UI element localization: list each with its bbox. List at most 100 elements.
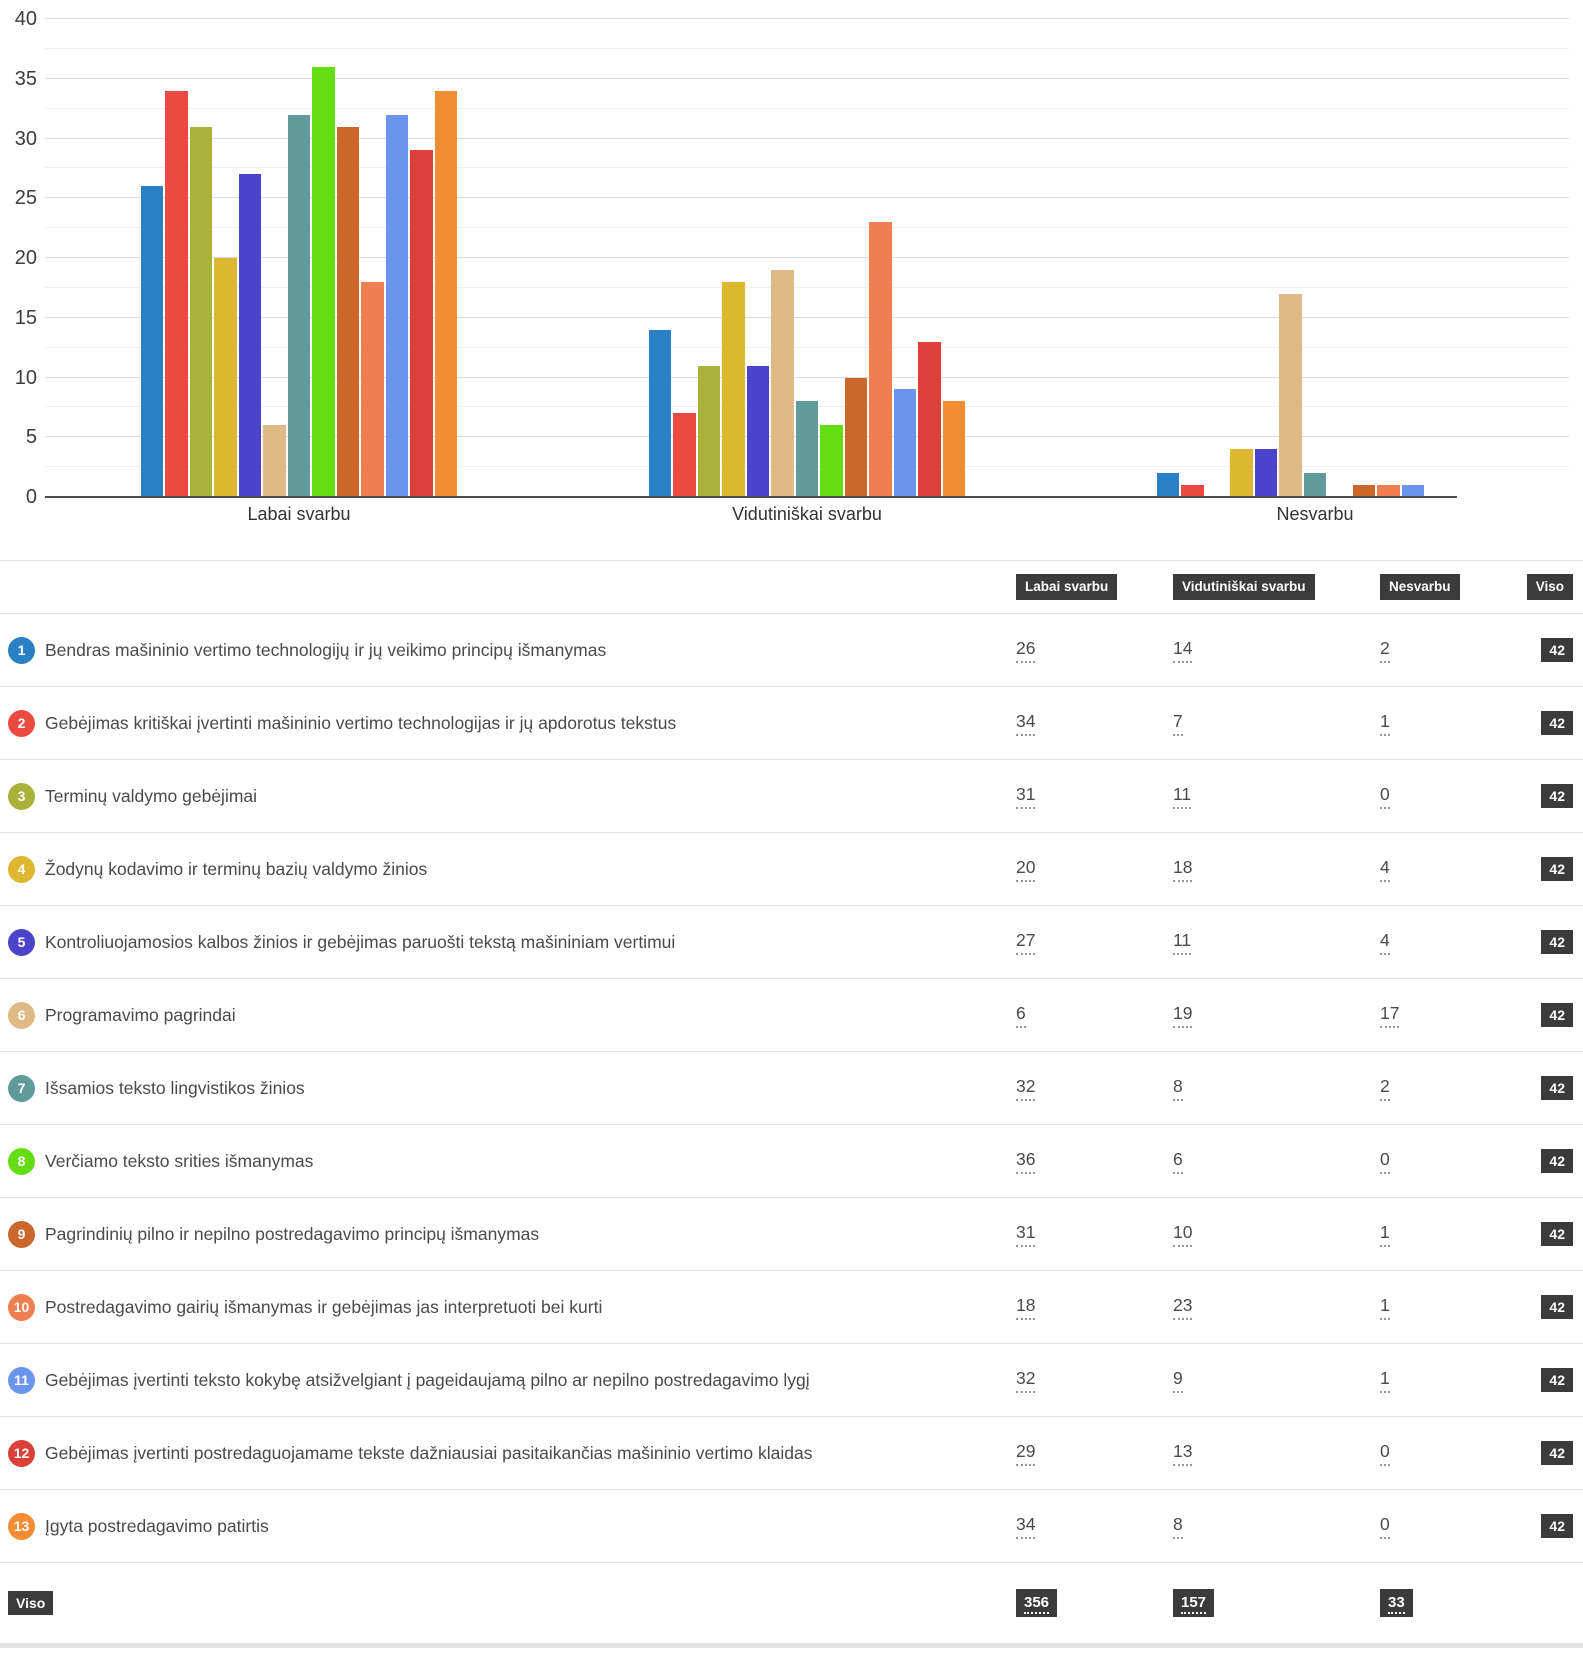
bar-series1-cat3[interactable] — [1157, 473, 1180, 497]
bar-slot — [238, 19, 262, 497]
value-link[interactable]: 31 — [1016, 1222, 1036, 1247]
value-link[interactable]: 2 — [1380, 638, 1390, 663]
bar-slot — [311, 19, 335, 497]
bar-series1-cat2[interactable] — [649, 329, 672, 497]
bar-series13-cat1[interactable] — [434, 90, 458, 497]
bar-series10-cat3[interactable] — [1377, 485, 1400, 497]
major-gridline — [45, 316, 1569, 318]
question-cell: 6 Programavimo pagrindai — [8, 1001, 1016, 1029]
value-link[interactable]: 10 — [1173, 1222, 1193, 1247]
row-total-badge: 42 — [1541, 710, 1573, 736]
bar-series5-cat3[interactable] — [1254, 449, 1278, 497]
y-axis-label: 30 — [14, 127, 37, 150]
bar-series9-cat3[interactable] — [1352, 485, 1376, 497]
footer-total-badge[interactable]: 33 — [1380, 1589, 1413, 1617]
bar-series9-cat1[interactable] — [336, 126, 360, 497]
bar-series11-cat1[interactable] — [385, 114, 409, 497]
bar-series12-cat1[interactable] — [410, 150, 433, 497]
value-link[interactable]: 23 — [1173, 1295, 1193, 1320]
value-link[interactable]: 0 — [1380, 784, 1390, 809]
value-link[interactable]: 14 — [1173, 638, 1193, 663]
value-link[interactable]: 34 — [1016, 711, 1036, 736]
value-link[interactable]: 27 — [1016, 930, 1036, 955]
value-link[interactable]: 1 — [1380, 1368, 1390, 1393]
value-link[interactable]: 8 — [1173, 1514, 1183, 1539]
table-row: 2 Gebėjimas kritiškai įvertinti mašininio… — [0, 686, 1583, 759]
value-link[interactable]: 4 — [1380, 930, 1390, 955]
bar-slot — [893, 19, 917, 497]
bar-series6-cat2[interactable] — [771, 269, 794, 497]
value-cell: 2 — [1380, 638, 1516, 663]
minor-gridline — [45, 227, 1569, 229]
bar-series10-cat1[interactable] — [361, 281, 384, 497]
value-link[interactable]: 36 — [1016, 1149, 1036, 1174]
value-link[interactable]: 32 — [1016, 1368, 1036, 1393]
value-link[interactable]: 13 — [1173, 1441, 1193, 1466]
value-link[interactable]: 32 — [1016, 1076, 1036, 1101]
bar-series2-cat2[interactable] — [673, 413, 696, 497]
question-cell: 5 Kontroliuojamosios kalbos žinios ir geb… — [8, 928, 1016, 956]
row-total-badge: 42 — [1541, 1513, 1573, 1539]
value-link[interactable]: 7 — [1173, 711, 1183, 736]
bar-series12-cat2[interactable] — [918, 341, 941, 497]
bar-series6-cat1[interactable] — [263, 425, 286, 497]
bar-series7-cat2[interactable] — [795, 401, 819, 497]
bar-series5-cat2[interactable] — [746, 365, 770, 497]
bar-series3-cat1[interactable] — [189, 126, 213, 497]
bar-series5-cat1[interactable] — [238, 174, 262, 497]
bar-series11-cat3[interactable] — [1401, 485, 1425, 497]
value-link[interactable]: 18 — [1016, 1295, 1036, 1320]
bar-series8-cat1[interactable] — [312, 66, 335, 497]
bar-series1-cat1[interactable] — [141, 186, 164, 497]
value-link[interactable]: 19 — [1173, 1003, 1193, 1028]
value-link[interactable]: 8 — [1173, 1076, 1183, 1101]
value-link[interactable]: 31 — [1016, 784, 1036, 809]
bar-series7-cat1[interactable] — [287, 114, 311, 497]
value-link[interactable]: 26 — [1016, 638, 1036, 663]
bar-series6-cat3[interactable] — [1279, 293, 1302, 497]
value-link[interactable]: 34 — [1016, 1514, 1036, 1539]
value-link[interactable]: 11 — [1173, 784, 1192, 809]
bar-series2-cat3[interactable] — [1181, 485, 1204, 497]
bar-series11-cat2[interactable] — [893, 389, 917, 497]
value-link[interactable]: 1 — [1380, 711, 1390, 736]
value-link[interactable]: 2 — [1380, 1076, 1390, 1101]
value-cell: 1 — [1380, 1368, 1516, 1393]
value-link[interactable]: 0 — [1380, 1149, 1390, 1174]
bar-series9-cat2[interactable] — [844, 377, 868, 497]
bar-slot — [844, 19, 868, 497]
bar-slot — [409, 19, 433, 497]
bar-series10-cat2[interactable] — [869, 222, 892, 497]
bar-series4-cat3[interactable] — [1230, 449, 1253, 497]
row-total-badge: 42 — [1541, 783, 1573, 809]
value-link[interactable]: 29 — [1016, 1441, 1036, 1466]
value-link[interactable]: 17 — [1380, 1003, 1400, 1028]
value-link[interactable]: 20 — [1016, 857, 1036, 882]
value-link[interactable]: 1 — [1380, 1222, 1390, 1247]
bar-series7-cat3[interactable] — [1303, 473, 1327, 497]
bar-series4-cat1[interactable] — [214, 258, 237, 497]
bar-series2-cat1[interactable] — [165, 90, 188, 497]
y-axis: 0 5 10 15 20 25 30 35 40 — [0, 9, 37, 507]
row-total-badge: 42 — [1541, 1294, 1573, 1320]
bar-series8-cat2[interactable] — [820, 425, 843, 497]
x-axis-labels: Labai svarbu Vidutiniškai svarbu Nesvarbu — [45, 504, 1569, 525]
value-link[interactable]: 6 — [1016, 1003, 1026, 1028]
value-link[interactable]: 18 — [1173, 857, 1193, 882]
value-link[interactable]: 0 — [1380, 1441, 1390, 1466]
footer-total-badge[interactable]: 356 — [1016, 1589, 1058, 1617]
value-link[interactable]: 1 — [1380, 1295, 1390, 1320]
bar-series13-cat2[interactable] — [942, 401, 966, 497]
table-header-row: Labai svarbu Vidutiniškai svarbu Nesvarbu V… — [0, 561, 1583, 613]
value-link[interactable]: 11 — [1173, 930, 1192, 955]
value-cell: 34 — [1016, 711, 1173, 736]
value-link[interactable]: 9 — [1173, 1368, 1183, 1393]
footer-total-badge[interactable]: 157 — [1173, 1589, 1215, 1617]
value-link[interactable]: 6 — [1173, 1149, 1183, 1174]
bar-series4-cat2[interactable] — [722, 281, 745, 497]
bar-series3-cat2[interactable] — [697, 365, 721, 497]
value-link[interactable]: 4 — [1380, 857, 1390, 882]
value-link[interactable]: 0 — [1380, 1514, 1390, 1539]
bar-cluster-1 — [140, 19, 458, 497]
value-cell: 6 — [1173, 1149, 1380, 1174]
